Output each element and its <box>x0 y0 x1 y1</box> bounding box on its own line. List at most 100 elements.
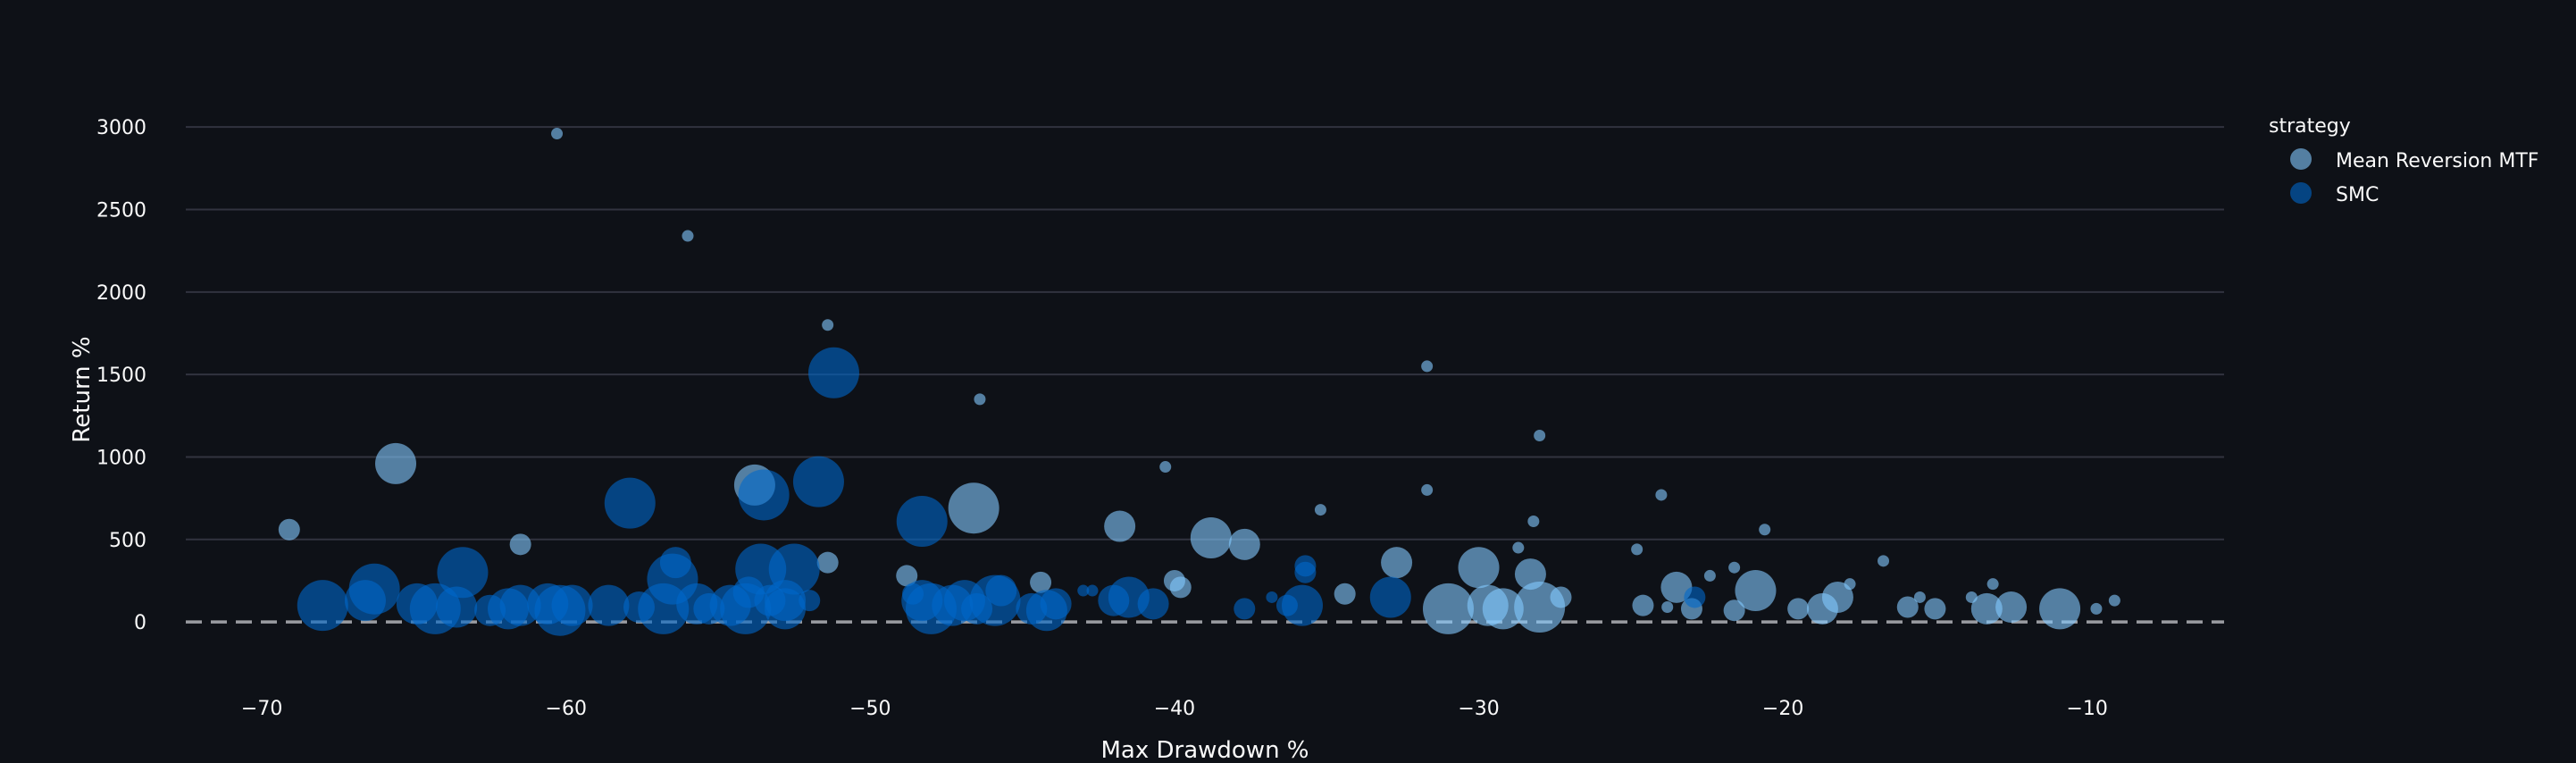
data-point[interactable] <box>1913 591 1926 603</box>
data-point[interactable] <box>344 580 386 622</box>
data-point[interactable] <box>1527 515 1540 527</box>
data-point[interactable] <box>551 584 593 626</box>
data-point[interactable] <box>375 442 417 484</box>
data-points[interactable] <box>278 128 2120 636</box>
y-tick-label: 2000 <box>96 282 146 305</box>
data-point[interactable] <box>1159 461 1172 474</box>
y-tick-label: 1500 <box>96 365 146 387</box>
legend-label-smc: SMC <box>2336 184 2379 206</box>
data-point[interactable] <box>1381 547 1413 579</box>
data-point[interactable] <box>604 477 656 529</box>
x-tick-labels: −70 −60 −50 −40 −30 −20 −10 <box>241 698 2108 720</box>
y-tick-label: 2500 <box>96 199 146 222</box>
data-point[interactable] <box>437 547 489 599</box>
data-point[interactable] <box>436 586 478 628</box>
data-point[interactable] <box>1723 600 1745 622</box>
data-point[interactable] <box>1844 578 1856 591</box>
data-point[interactable] <box>1995 591 2028 624</box>
data-point[interactable] <box>551 128 564 140</box>
data-point[interactable] <box>1703 569 1716 582</box>
data-point[interactable] <box>807 347 859 398</box>
legend-item-smc[interactable]: SMC <box>2290 182 2379 206</box>
y-tick-label: 500 <box>109 530 146 552</box>
data-point[interactable] <box>1878 555 1890 567</box>
data-point[interactable] <box>1661 601 1674 614</box>
data-point[interactable] <box>1266 591 1278 603</box>
data-point[interactable] <box>1631 543 1643 556</box>
data-point[interactable] <box>682 230 694 242</box>
data-point[interactable] <box>1684 586 1706 608</box>
data-point[interactable] <box>1821 581 1853 613</box>
legend-item-mean-reversion-mtf[interactable]: Mean Reversion MTF <box>2290 148 2538 172</box>
data-point[interactable] <box>896 495 948 547</box>
data-point[interactable] <box>738 469 790 521</box>
x-tick-label: −50 <box>849 698 891 720</box>
data-point[interactable] <box>948 482 999 534</box>
legend-marker-mean-reversion-mtf <box>2290 148 2312 170</box>
data-point[interactable] <box>1482 588 1524 630</box>
data-point[interactable] <box>1190 516 1232 558</box>
data-point[interactable] <box>1986 578 1999 591</box>
data-point[interactable] <box>1369 576 1411 618</box>
x-tick-label: −40 <box>1154 698 1195 720</box>
data-point[interactable] <box>1632 594 1654 616</box>
data-point[interactable] <box>1228 528 1260 560</box>
data-point[interactable] <box>1314 504 1326 516</box>
data-point[interactable] <box>1334 583 1356 605</box>
data-point[interactable] <box>1234 598 1256 620</box>
x-axis-title: Max Drawdown % <box>1100 737 1309 763</box>
data-point[interactable] <box>792 456 844 507</box>
data-point[interactable] <box>2108 594 2120 607</box>
data-point[interactable] <box>1759 524 1771 536</box>
gridlines <box>186 126 2224 541</box>
data-point[interactable] <box>638 583 690 634</box>
series-1 <box>297 347 1706 636</box>
data-point[interactable] <box>1512 541 1525 554</box>
data-point[interactable] <box>822 319 834 331</box>
data-point[interactable] <box>1281 584 1323 626</box>
data-point[interactable] <box>1169 576 1192 599</box>
data-point[interactable] <box>764 588 806 630</box>
data-point[interactable] <box>1077 584 1090 597</box>
data-point[interactable] <box>2090 602 2103 615</box>
y-tick-labels: 0 500 1000 1500 2000 2500 3000 <box>96 117 146 634</box>
data-point[interactable] <box>799 590 821 612</box>
data-point[interactable] <box>1735 570 1777 612</box>
data-point[interactable] <box>588 584 630 626</box>
data-point[interactable] <box>1924 598 1946 620</box>
x-tick-label: −30 <box>1458 698 1499 720</box>
data-point[interactable] <box>974 393 986 406</box>
data-point[interactable] <box>1787 598 1810 620</box>
series-0 <box>278 128 2120 634</box>
data-point[interactable] <box>278 518 300 541</box>
y-tick-label: 1000 <box>96 447 146 469</box>
data-point[interactable] <box>896 565 918 587</box>
data-point[interactable] <box>1137 588 1169 620</box>
data-point[interactable] <box>1294 561 1317 583</box>
y-axis-title: Return % <box>69 336 96 442</box>
data-point[interactable] <box>1421 360 1434 373</box>
data-point[interactable] <box>1896 596 1919 618</box>
legend-title: strategy <box>2269 115 2351 138</box>
data-point[interactable] <box>1422 583 1474 634</box>
data-point[interactable] <box>1030 571 1052 593</box>
y-tick-label: 3000 <box>96 117 146 139</box>
data-point[interactable] <box>2039 588 2081 630</box>
data-point[interactable] <box>1458 547 1500 589</box>
data-point[interactable] <box>297 580 348 632</box>
x-tick-label: −20 <box>1762 698 1803 720</box>
data-point[interactable] <box>816 551 839 574</box>
legend: strategy Mean Reversion MTF SMC <box>2269 115 2538 206</box>
data-point[interactable] <box>1421 483 1434 496</box>
data-point[interactable] <box>1086 584 1099 597</box>
data-point[interactable] <box>1534 429 1546 441</box>
data-point[interactable] <box>1550 586 1572 608</box>
data-point[interactable] <box>1728 561 1741 574</box>
data-point[interactable] <box>1970 592 2003 625</box>
data-point[interactable] <box>1104 510 1136 542</box>
data-point[interactable] <box>509 533 531 556</box>
data-point[interactable] <box>985 574 1017 607</box>
data-point[interactable] <box>1655 489 1668 501</box>
data-point[interactable] <box>1040 588 1072 620</box>
